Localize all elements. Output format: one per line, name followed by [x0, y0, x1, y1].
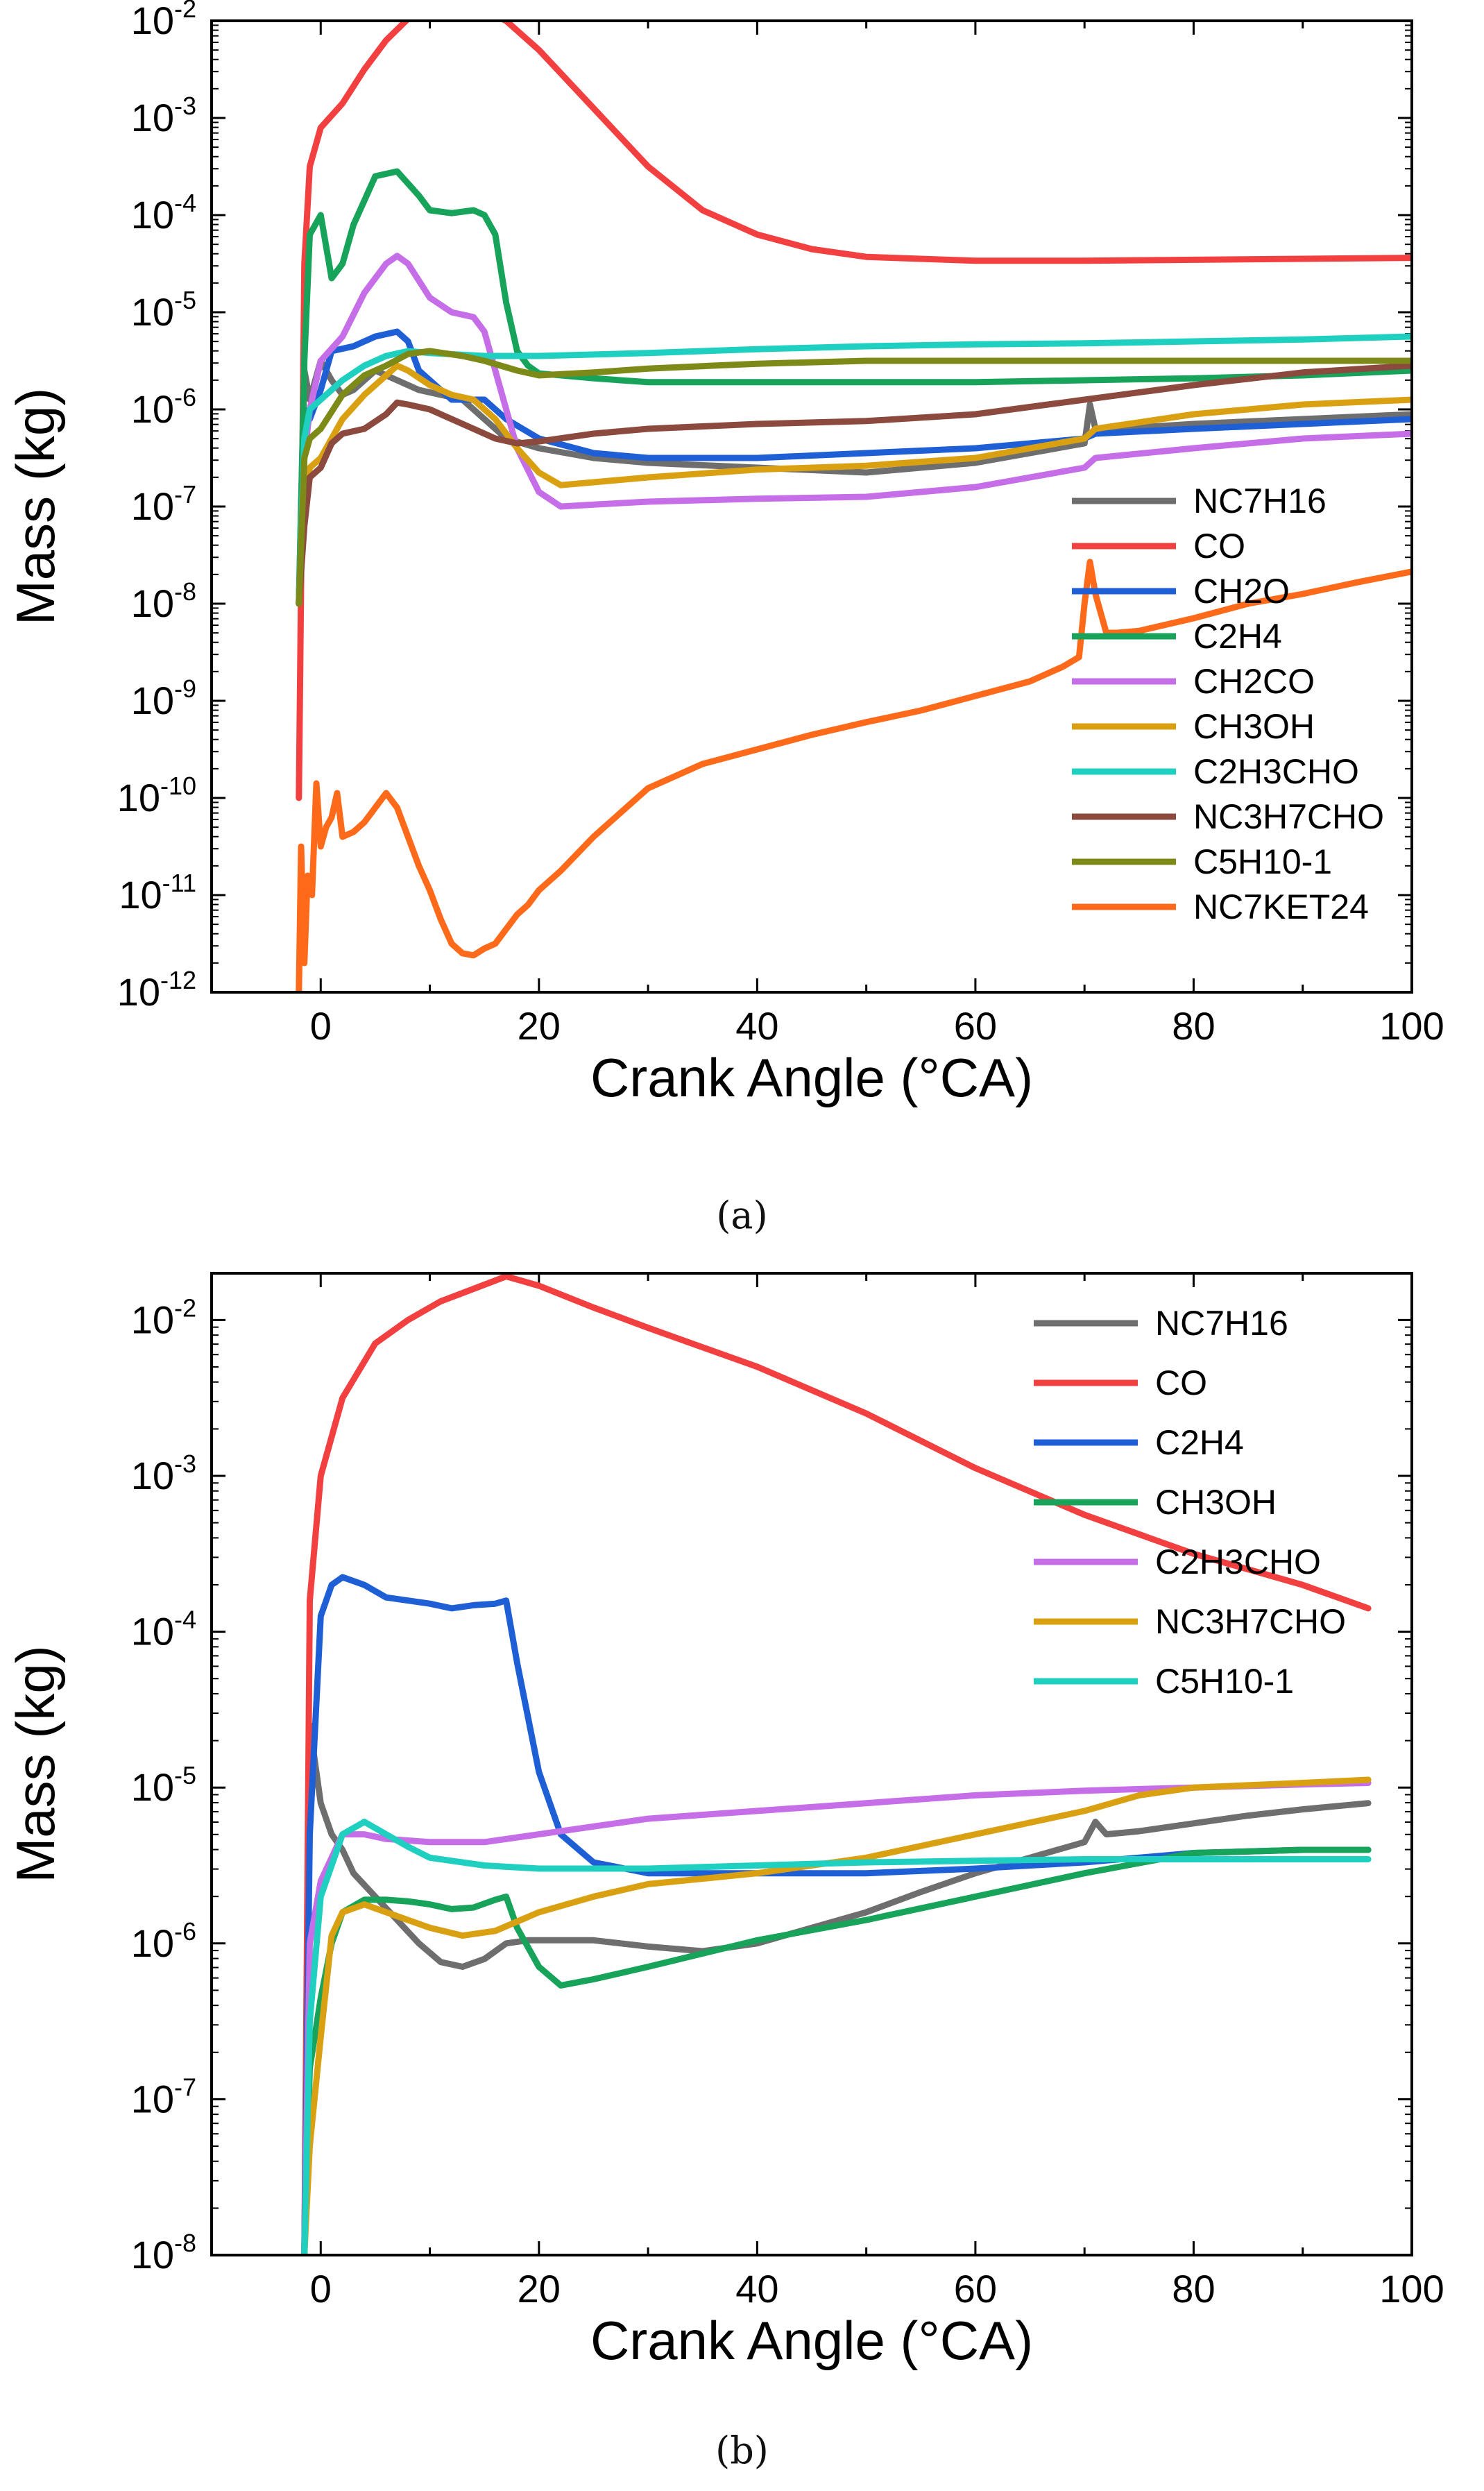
chart-panel-b: 0 20 40 60 80 100 10-8 10-7 10-6 10-5 10-4 10-3 10-2… — [0, 1249, 1484, 2491]
chart-0-x-tick-label: 80 — [1172, 1004, 1215, 1048]
chart-0-y-axis-title: Mass (kg) — [5, 388, 66, 625]
chart-1-legend-label: CH3OH — [1155, 1483, 1277, 1522]
chart-1-legend-label: NC7H16 — [1155, 1304, 1288, 1343]
chart-0-y-tick-label: 10-5 — [131, 286, 196, 334]
chart-1-y-tick-label: 10-5 — [131, 1761, 196, 1809]
chart-0-legend-label: C2H3CHO — [1193, 752, 1359, 791]
chart-0-legend-label: CH2O — [1193, 572, 1290, 611]
chart-1-series-nc3h7cho — [301, 1776, 1372, 2255]
chart-0-plot-frame — [210, 19, 1413, 994]
chart-1-y-tick-label: 10-6 — [131, 1917, 196, 1965]
chart-1-legend-label: NC3H7CHO — [1155, 1602, 1346, 1641]
chart-1-series-co — [301, 1273, 1372, 2255]
chart-0-series-c5h10-1 — [296, 348, 1412, 607]
chart-0-y-tick-label: 10-11 — [119, 869, 196, 917]
chart-1-plot-frame — [210, 1272, 1413, 2256]
chart-0-y-tick-label: 10-10 — [117, 772, 196, 819]
chart-0-series-nc3h7cho — [296, 362, 1412, 607]
chart-1-x-tick-label: 20 — [518, 2267, 561, 2311]
chart-0-legend-label: C2H4 — [1193, 617, 1282, 656]
chart-0-series-ch3oh — [296, 362, 1412, 607]
chart-1-y-tick-label: 10-8 — [131, 2229, 196, 2277]
chart-0-legend-label: CH3OH — [1193, 707, 1315, 746]
chart-0-legend-label: NC3H7CHO — [1193, 797, 1384, 836]
chart-0-x-axis-title: Crank Angle (°CA) — [590, 1047, 1033, 1108]
chart-panel-a: 0 20 40 60 80 100 10-12 10-11 10-10 10-9 10-8 10-7 1… — [5, 0, 1444, 1237]
chart-0-y-tick-label: 10-9 — [131, 674, 196, 722]
chart-1-x-tick-label: 60 — [954, 2267, 997, 2311]
chart-1-legend-label: C2H3CHO — [1155, 1542, 1321, 1581]
chart-1-x-tick-label: 80 — [1172, 2267, 1215, 2311]
chart-0-y-tick-label: 10-4 — [131, 189, 196, 237]
chart-1-legend-label: C2H4 — [1155, 1423, 1244, 1462]
chart-1-x-tick-label: 0 — [310, 2267, 332, 2311]
chart-0-series-ch2co — [296, 253, 1412, 607]
chart-0-legend-label: CH2CO — [1193, 662, 1315, 701]
chart-0-series-nc7ket24 — [296, 559, 1412, 992]
chart-1-y-tick-label: 10-4 — [131, 1606, 196, 1653]
chart-0-series-c2h4 — [296, 168, 1412, 607]
chart-a-svg: 0 20 40 60 80 100 10-12 10-11 10-10 10-9 10-8 10-7 1… — [5, 0, 1444, 1108]
chart-1-y-tick-label: 10-3 — [131, 1449, 196, 1497]
chart-1-x-tick-label: 100 — [1379, 2267, 1444, 2311]
chart-1-x-axis-title: Crank Angle (°CA) — [590, 2310, 1033, 2371]
chart-0-series-co — [296, 21, 1412, 801]
chart-0-legend-label: CO — [1193, 527, 1245, 566]
chart-1-legend-label: CO — [1155, 1363, 1207, 1402]
chart-b-svg: 0 20 40 60 80 100 10-8 10-7 10-6 10-5 10-4 10-3 10-2… — [5, 1272, 1444, 2371]
chart-1-y-axis-title: Mass (kg) — [5, 1645, 66, 1882]
chart-1-y-tick-label: 10-7 — [131, 2073, 196, 2120]
chart-0-y-tick-label: 10-12 — [117, 966, 196, 1014]
chart-0-series-c2h3cho — [296, 333, 1412, 607]
chart-0-legend-label: NC7H16 — [1193, 482, 1327, 520]
chart-0-x-tick-label: 100 — [1379, 1004, 1444, 1048]
chart-0-x-tick-label: 0 — [310, 1004, 332, 1048]
panel-a-caption: (a) — [716, 1193, 768, 1237]
chart-0-y-tick-label: 10-8 — [131, 577, 196, 625]
chart-1-series-nc7h16 — [301, 1721, 1372, 2255]
chart-0-legend-label: NC7KET24 — [1193, 887, 1369, 926]
chart-0-y-tick-label: 10-3 — [131, 92, 196, 139]
chart-0-x-tick-label: 40 — [735, 1004, 778, 1048]
chart-1-series-c5h10-1 — [301, 1819, 1372, 2255]
chart-0-y-tick-label: 10-2 — [131, 0, 196, 42]
chart-0-y-tick-label: 10-7 — [131, 480, 196, 528]
chart-1-series-ch3oh — [301, 1846, 1372, 2255]
chart-1-x-tick-label: 40 — [735, 2267, 778, 2311]
chart-1-legend-label: C5H10-1 — [1155, 1662, 1294, 1701]
chart-0-legend-label: C5H10-1 — [1193, 842, 1332, 881]
chart-1-y-tick-label: 10-2 — [131, 1293, 196, 1341]
chart-0-x-tick-label: 20 — [518, 1004, 561, 1048]
chart-1-series-c2h4 — [301, 1574, 1372, 2255]
panel-b-caption: (b) — [715, 2429, 769, 2472]
chart-0-x-tick-label: 60 — [954, 1004, 997, 1048]
chart-0-y-tick-label: 10-6 — [131, 383, 196, 431]
